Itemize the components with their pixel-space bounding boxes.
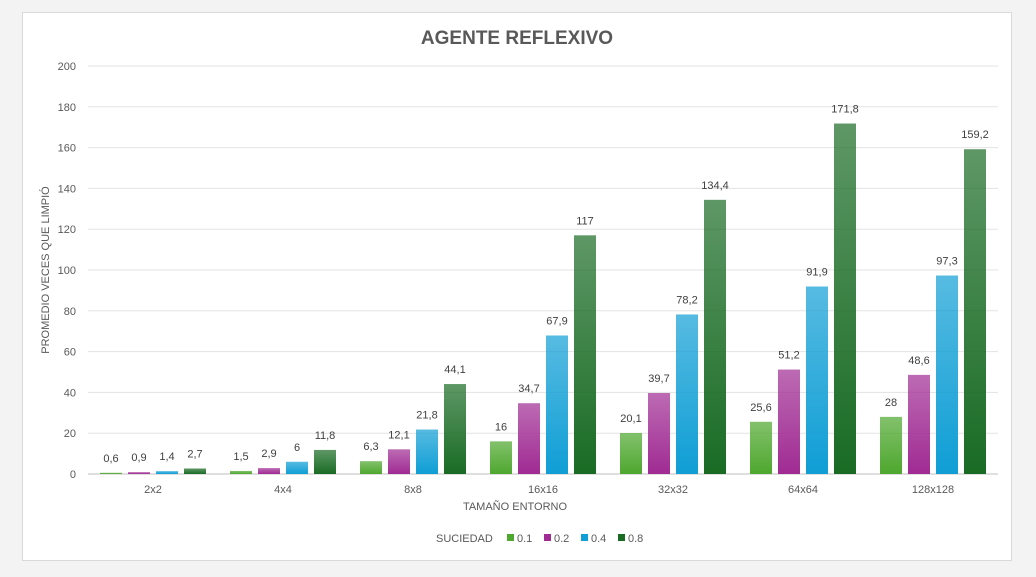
y-tick-label: 60 [64, 347, 76, 359]
x-tick-label: 32x32 [658, 484, 688, 496]
bar [834, 123, 856, 474]
data-label: 2,7 [187, 448, 202, 460]
bar [908, 374, 930, 474]
data-label: 6 [294, 442, 300, 454]
data-label: 39,7 [648, 373, 669, 385]
x-tick-label: 4x4 [274, 484, 292, 496]
data-labels: 0,6 0,9 1,4 2,7 1,5 2,9 6 11,8 6,3 12,1 21,8 44,1 16… [103, 104, 988, 465]
bar [574, 235, 596, 474]
bar [156, 471, 178, 474]
data-label: 12,1 [388, 429, 409, 441]
legend-swatch [618, 534, 625, 541]
bar [230, 470, 252, 474]
y-tick-label: 200 [58, 61, 76, 73]
data-label: 97,3 [936, 256, 957, 268]
bar [750, 421, 772, 474]
data-label: 20,1 [620, 413, 641, 425]
data-label: 171,8 [831, 104, 859, 116]
data-label: 44,1 [444, 364, 465, 376]
y-tick-label: 80 [64, 306, 76, 318]
data-label: 16 [495, 421, 507, 433]
x-tick-label: 16x16 [528, 484, 558, 496]
y-tick-label: 40 [64, 387, 76, 399]
x-axis-title: TAMAÑO ENTORNO [463, 500, 568, 513]
bar [778, 369, 800, 474]
data-label: 1,5 [233, 451, 248, 463]
bar [648, 393, 670, 474]
x-tick-label: 64x64 [788, 484, 818, 496]
data-label: 2,9 [261, 448, 276, 460]
data-label: 6,3 [363, 441, 378, 453]
data-label: 21,8 [416, 410, 437, 422]
data-label: 159,2 [961, 129, 989, 141]
data-label: 11,8 [315, 430, 336, 442]
bar [128, 472, 150, 474]
bar [704, 199, 726, 474]
x-tick-label: 2x2 [144, 484, 162, 496]
data-label: 67,9 [546, 315, 567, 327]
data-label: 0,6 [103, 453, 118, 465]
legend-item-label: 0.4 [591, 533, 606, 545]
legend-swatch [507, 534, 514, 541]
data-label: 0,9 [131, 452, 146, 464]
bar [620, 432, 642, 474]
bar [416, 429, 438, 474]
legend-item-label: 0.1 [517, 533, 532, 545]
data-label: 1,4 [159, 451, 174, 463]
bar [258, 468, 280, 474]
data-label: 134,4 [701, 180, 729, 192]
legend-swatch [544, 534, 551, 541]
data-label: 34,7 [518, 383, 539, 395]
y-axis-ticks: 0 20 40 60 80 100 120 140 160 180 200 [58, 61, 76, 481]
bar [880, 416, 902, 474]
legend-title: SUCIEDAD [436, 533, 493, 545]
bar [964, 149, 986, 474]
legend-swatch [581, 534, 588, 541]
data-label: 28 [885, 397, 897, 409]
bar [100, 472, 122, 474]
data-label: 91,9 [806, 267, 827, 279]
x-tick-label: 8x8 [404, 484, 422, 496]
bar-chart: AGENTE REFLEXIVO 0 20 40 60 80 100 120 140 160 18… [39, 28, 998, 545]
x-tick-label: 128x128 [912, 484, 954, 496]
gridlines [88, 65, 998, 475]
bar [286, 461, 308, 474]
y-tick-label: 180 [58, 102, 76, 114]
legend-item-label: 0.2 [554, 533, 569, 545]
y-tick-label: 100 [58, 265, 76, 277]
bars [100, 123, 986, 474]
y-tick-label: 140 [58, 183, 76, 195]
data-label: 117 [576, 215, 594, 227]
data-label: 48,6 [908, 355, 929, 367]
data-label: 78,2 [676, 294, 697, 306]
bar [806, 286, 828, 474]
bar [444, 384, 466, 474]
bar [936, 275, 958, 474]
chart-title: AGENTE REFLEXIVO [421, 28, 613, 49]
bar [676, 314, 698, 474]
bar [184, 468, 206, 474]
data-label: 51,2 [778, 350, 799, 362]
bar [546, 335, 568, 474]
legend-item-label: 0.8 [628, 533, 643, 545]
bar [490, 441, 512, 474]
bar [388, 449, 410, 474]
y-tick-label: 120 [58, 224, 76, 236]
y-tick-label: 20 [64, 428, 76, 440]
y-tick-label: 160 [58, 143, 76, 155]
x-axis-ticks: 2x2 4x4 8x8 16x16 32x32 64x64 128x128 [144, 484, 954, 496]
y-tick-label: 0 [70, 469, 76, 481]
bar [314, 449, 336, 474]
bar [518, 403, 540, 474]
chart-frame: AGENTE REFLEXIVO 0 20 40 60 80 100 120 140 160 18… [22, 12, 1012, 561]
legend: SUCIEDAD 0.1 0.2 0.4 0.8 [436, 533, 643, 545]
bar [360, 461, 382, 474]
data-label: 25,6 [750, 402, 771, 414]
y-axis-title: PROMEDIO VECES QUE LIMPIÓ [39, 186, 52, 354]
